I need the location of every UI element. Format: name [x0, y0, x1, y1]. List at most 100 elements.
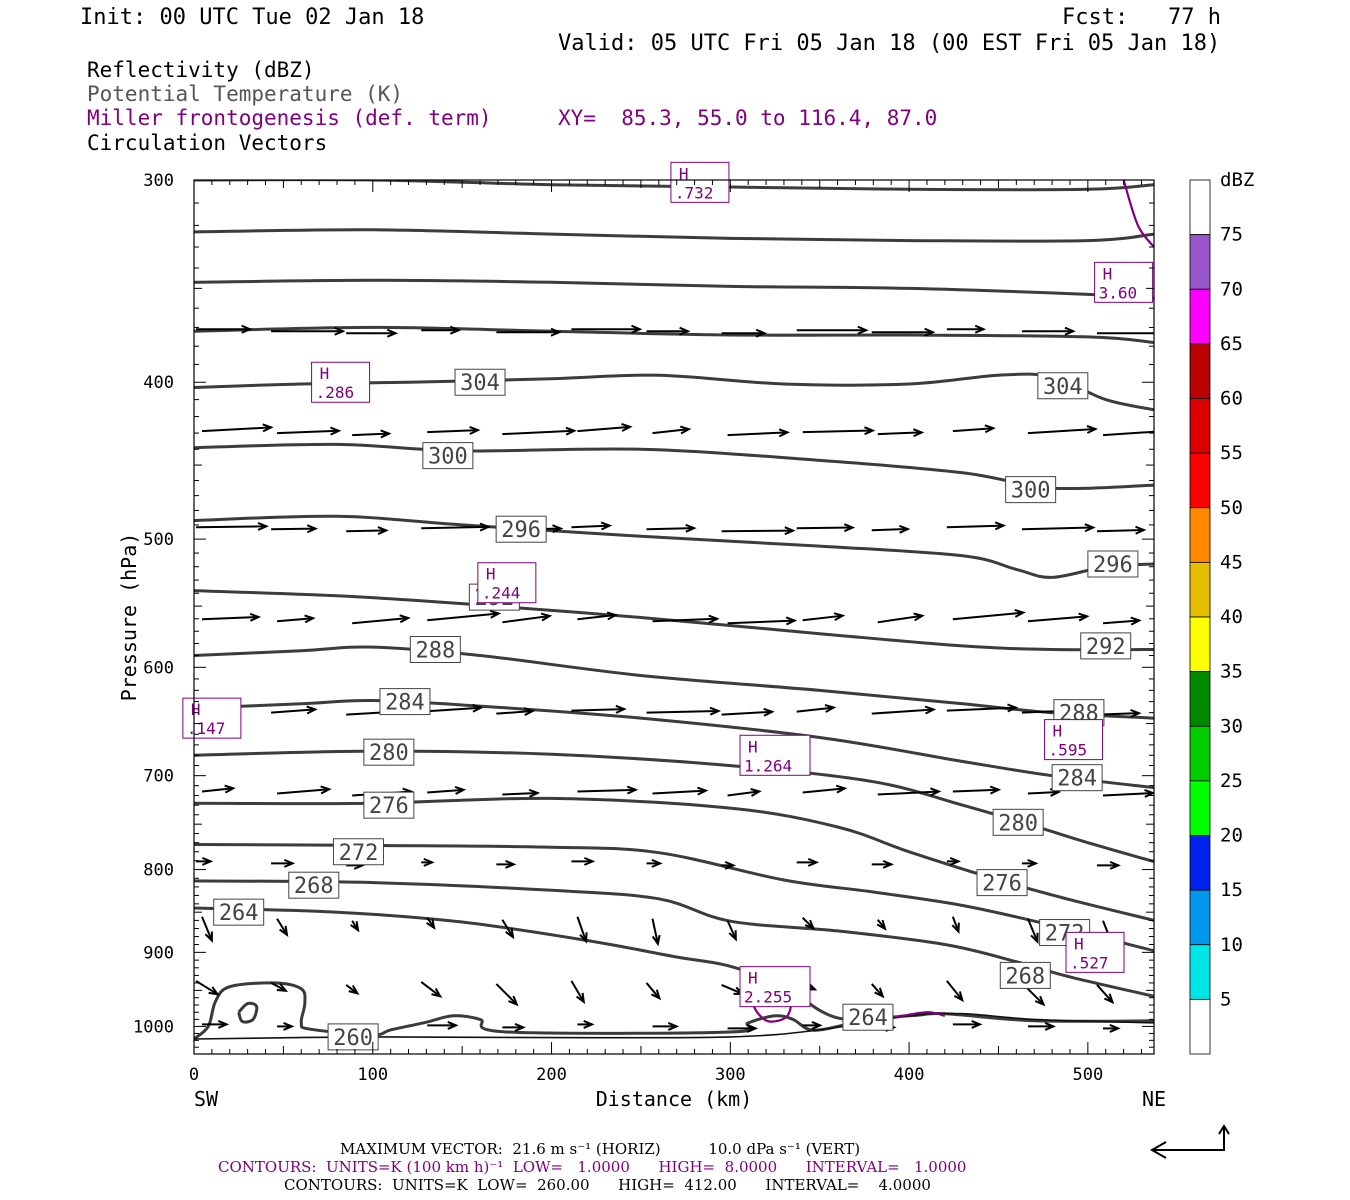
colorbar-label: 65 — [1220, 333, 1243, 355]
circulation-vector — [502, 791, 538, 796]
circulation-vector-head — [1103, 993, 1115, 1005]
colorbar-label: 70 — [1220, 278, 1243, 300]
circulation-vector — [571, 524, 610, 529]
circulation-vector-head — [924, 705, 937, 715]
x-tick-label: 200 — [536, 1065, 567, 1085]
circulation-vector — [276, 617, 314, 623]
theta-label: 272 — [339, 841, 379, 866]
forecast-hour: Fcst: 77 h — [1062, 5, 1221, 30]
circulation-vector-head — [241, 324, 253, 334]
frontogenesis-high-letter: H — [679, 164, 689, 183]
circulation-vector — [577, 614, 616, 621]
circulation-vector — [877, 790, 939, 796]
circulation-vector-head — [224, 784, 236, 794]
circulation-vector — [946, 706, 1016, 712]
circulation-vector-head — [348, 985, 360, 995]
circulation-vector — [577, 425, 631, 433]
theta-label-box — [495, 515, 547, 543]
circulation-vector-head — [824, 704, 837, 713]
circulation-vector-head — [606, 611, 619, 621]
circulation-vector-head — [724, 860, 736, 870]
circulation-vector-head — [334, 326, 346, 336]
circulation-vector-head — [1086, 425, 1099, 434]
circulation-vector-head — [550, 327, 562, 337]
circulation-vector-head — [306, 705, 318, 715]
frontogenesis-high-value: .527 — [1070, 953, 1109, 972]
circulation-vector — [877, 614, 923, 624]
circulation-vector-head — [626, 785, 639, 795]
circulation-vector-head — [1034, 995, 1046, 1007]
theta-label-box — [288, 871, 340, 899]
theta-line — [194, 278, 1154, 300]
circulation-vector — [796, 706, 834, 713]
theta-label-box — [842, 1003, 894, 1031]
theta-label: 276 — [369, 794, 409, 819]
theta-label-box — [999, 961, 1051, 989]
frontogenesis-high-box — [1044, 719, 1104, 761]
circulation-vector-head — [399, 614, 411, 624]
circulation-vector-head — [306, 524, 319, 534]
x-tick-label: 300 — [715, 1065, 746, 1085]
circulation-vector-head — [523, 707, 536, 716]
axes-layer: 0 100 200 300 400 500 300 400 500 600 700 800 900 100… — [117, 171, 1166, 1111]
circulation-vector-head — [552, 524, 564, 534]
circulation-vector — [877, 431, 922, 436]
circulation-vector — [577, 788, 636, 793]
circulation-vector-head — [728, 930, 737, 942]
circulation-vector-head — [874, 987, 885, 999]
circulation-vector — [727, 431, 788, 437]
colorbar-label: 75 — [1220, 224, 1243, 246]
theta-label-box — [409, 636, 461, 664]
circulation-vector — [871, 708, 934, 715]
colorbar-label: 15 — [1220, 879, 1243, 901]
frontogenesis-high-box — [739, 734, 811, 776]
circulation-vector — [796, 526, 853, 530]
theta-label-box — [332, 838, 384, 866]
circulation-vector — [201, 426, 272, 433]
circulation-vector-head — [953, 991, 964, 1003]
circulation-vector-head — [650, 989, 662, 1001]
circulation-vector-head — [528, 788, 541, 798]
circulation-vector-head — [1109, 860, 1121, 870]
circulation-vector-head — [283, 858, 296, 868]
circulation-vector-head — [565, 426, 577, 436]
circulation-vector — [201, 916, 213, 941]
colorbar-segment — [1189, 234, 1211, 290]
circulation-vector-head — [899, 524, 911, 534]
circulation-vector-head — [208, 986, 220, 996]
theta-label-box — [213, 898, 265, 926]
circulation-vector — [201, 615, 259, 621]
theta-label-box — [1037, 372, 1089, 400]
circulation-vector — [721, 529, 794, 533]
circulation-vector-head — [276, 983, 289, 992]
circulation-vector — [952, 427, 994, 433]
theta-label-box — [422, 442, 474, 470]
colorbar-segment — [1189, 452, 1211, 509]
circulation-vector — [651, 918, 659, 945]
y-tick-label: 900 — [143, 943, 174, 963]
circulation-vector-head — [204, 931, 213, 943]
circulation-vector-head — [1027, 858, 1039, 868]
frontogenesis-high-letter: H — [748, 969, 758, 988]
circulation-vector-head — [505, 859, 517, 869]
theta-label-box — [327, 1023, 379, 1051]
circulation-vector — [721, 710, 773, 716]
circulation-vector — [427, 788, 464, 794]
circulation-vector — [352, 617, 409, 625]
circulation-vector-head — [479, 522, 491, 532]
circulation-vector-head — [679, 326, 691, 336]
theta-line-260 — [194, 1012, 1154, 1040]
circulation-vector — [1027, 427, 1096, 435]
frontogenesis-high-box — [670, 161, 730, 203]
circulation-vector-head — [1159, 428, 1168, 435]
circulation-vector — [195, 525, 267, 529]
circulation-vector-head — [262, 423, 274, 433]
circulation-vector-head — [835, 784, 848, 794]
theta-line — [194, 589, 1154, 652]
y-tick-label: 400 — [143, 373, 174, 393]
frontogenesis-high-letter: H — [486, 565, 496, 584]
colorbar-segment — [1189, 507, 1211, 563]
circulation-vector-head — [974, 324, 987, 334]
circulation-vector-head — [249, 612, 262, 622]
y-tick-label: 500 — [143, 530, 174, 550]
